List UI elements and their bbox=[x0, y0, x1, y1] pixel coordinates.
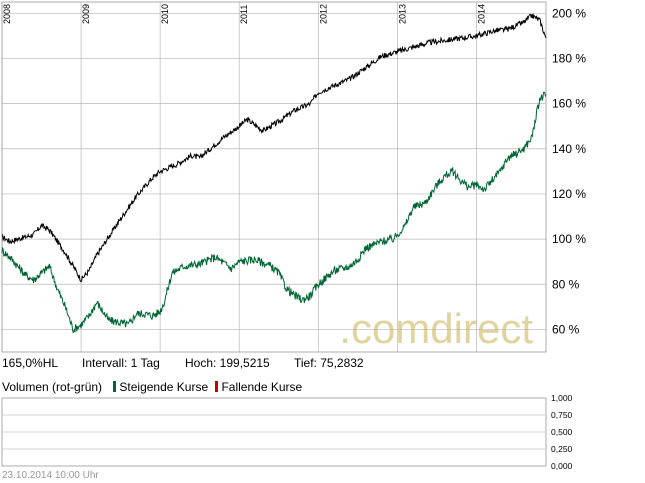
x-tick-label: 2008 bbox=[2, 4, 12, 24]
volume-y-tick-label: 0,750 bbox=[551, 410, 573, 420]
x-tick-label: 2011 bbox=[239, 5, 249, 24]
value-label: 165,0%HL bbox=[2, 356, 59, 370]
x-tick-label: 2010 bbox=[160, 4, 170, 24]
falling-swatch-icon bbox=[215, 381, 219, 392]
y-tick-label: 80 % bbox=[552, 277, 580, 291]
y-tick-label: 200 % bbox=[552, 6, 586, 20]
rising-swatch-icon bbox=[113, 381, 117, 392]
interval-label: Intervall: 1 Tag bbox=[82, 356, 160, 370]
y-tick-label: 100 % bbox=[552, 232, 586, 246]
volume-y-tick-label: 1,000 bbox=[551, 393, 573, 403]
y-axis-ticks: 60 % 80 % 100 % 120 % 140 % 160 % 180 % 200 % bbox=[552, 6, 586, 336]
y-tick-label: 140 % bbox=[552, 142, 586, 156]
chart-grid bbox=[1, 1, 547, 466]
x-tick-label: 2009 bbox=[81, 4, 91, 24]
volume-chart: 1,000 0,750 0,500 0,250 0,000 bbox=[1, 393, 573, 471]
volume-y-tick-label: 0,250 bbox=[551, 444, 573, 454]
y-tick-label: 60 % bbox=[552, 322, 580, 336]
volume-legend-label: Volumen (rot-grün) bbox=[2, 380, 103, 394]
comdirect-watermark: .comdirect bbox=[339, 305, 533, 352]
x-tick-label: 2012 bbox=[318, 4, 328, 24]
volume-y-tick-label: 0,500 bbox=[551, 427, 573, 437]
volume-legend: Volumen (rot-grün) Steigende Kurse Falle… bbox=[2, 380, 302, 394]
price-lines bbox=[1, 13, 547, 334]
volume-y-tick-label: 0,000 bbox=[551, 461, 573, 471]
x-tick-label: 2013 bbox=[397, 4, 407, 24]
y-tick-label: 180 % bbox=[552, 51, 586, 65]
x-tick-label: 2014 bbox=[476, 4, 486, 24]
x-axis-ticks: 2008 2009 2010 2011 2012 2013 2014 bbox=[2, 4, 486, 24]
falling-legend-label: Fallende Kurse bbox=[221, 380, 303, 394]
low-label: Tief: 75,2832 bbox=[294, 356, 364, 370]
rising-legend-label: Steigende Kurse bbox=[119, 380, 209, 394]
series-line-green bbox=[1, 91, 547, 334]
timestamp: 23.10.2014 10:00 Uhr bbox=[2, 470, 99, 481]
y-tick-label: 120 % bbox=[552, 187, 586, 201]
series-line-black bbox=[1, 13, 547, 283]
y-tick-label: 160 % bbox=[552, 97, 586, 111]
high-label: Hoch: 199,5215 bbox=[185, 356, 270, 370]
